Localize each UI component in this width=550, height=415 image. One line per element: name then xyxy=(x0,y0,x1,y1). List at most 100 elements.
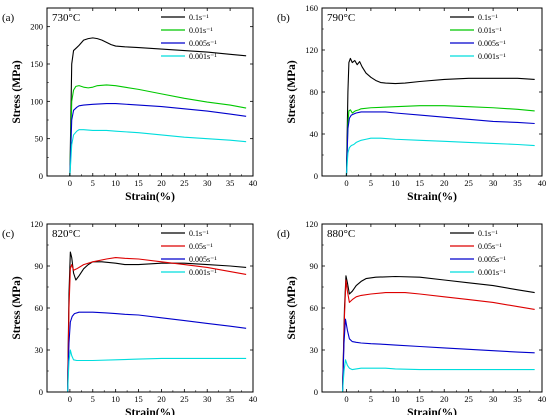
legend-label-3: 0.005s⁻¹ xyxy=(478,255,506,264)
x-tick-label: 5 xyxy=(369,178,373,188)
y-tick-label: 0 xyxy=(314,171,318,181)
x-tick-label: 30 xyxy=(489,394,498,404)
x-axis-title: Strain(%) xyxy=(125,407,175,415)
x-tick-label: 40 xyxy=(538,178,547,188)
panel-tag: (a) xyxy=(2,12,15,24)
x-tick-label: 0 xyxy=(68,394,72,404)
x-tick-label: 25 xyxy=(180,394,189,404)
x-tick-label: 10 xyxy=(111,394,120,404)
x-tick-label: 0 xyxy=(344,178,348,188)
x-axis-title: Strain(%) xyxy=(407,407,457,415)
x-axis-title: Strain(%) xyxy=(125,191,175,203)
legend-label-3: 0.005s⁻¹ xyxy=(478,39,506,48)
x-tick-label: 0 xyxy=(344,394,348,404)
x-tick-label: 35 xyxy=(513,178,522,188)
y-tick-label: 0 xyxy=(314,387,318,397)
x-tick-label: 35 xyxy=(226,178,235,188)
panel-title: 790°C xyxy=(327,12,355,24)
legend-label-4: 0.001s⁻¹ xyxy=(189,268,217,277)
y-tick-label: 30 xyxy=(35,345,44,355)
panel-title: 730°C xyxy=(52,12,80,24)
plot-frame xyxy=(321,7,543,177)
y-tick-label: 60 xyxy=(35,303,44,313)
series-line-4 xyxy=(69,129,247,176)
y-tick-label: 50 xyxy=(35,134,44,144)
y-tick-label: 120 xyxy=(305,45,318,55)
panel-tag: (d) xyxy=(277,228,290,240)
y-axis-title: Stress (MPa) xyxy=(286,60,298,124)
legend-label-4: 0.001s⁻¹ xyxy=(478,52,506,61)
y-tick-label: 30 xyxy=(310,345,319,355)
x-tick-label: 20 xyxy=(157,178,166,188)
legend-label-1: 0.1s⁻¹ xyxy=(189,13,209,22)
x-tick-label: 25 xyxy=(464,178,473,188)
plot-frame xyxy=(46,223,254,393)
legend-label-1: 0.1s⁻¹ xyxy=(189,229,209,238)
y-tick-label: 60 xyxy=(310,303,319,313)
y-tick-label: 90 xyxy=(35,261,44,271)
y-tick-label: 160 xyxy=(305,3,318,13)
x-tick-label: 10 xyxy=(391,394,400,404)
legend-label-4: 0.001s⁻¹ xyxy=(478,268,506,277)
x-tick-label: 5 xyxy=(369,394,373,404)
x-tick-label: 10 xyxy=(391,178,400,188)
legend-label-3: 0.005s⁻¹ xyxy=(189,39,217,48)
plot-frame xyxy=(321,223,543,393)
series-group xyxy=(341,275,535,392)
x-tick-label: 30 xyxy=(203,178,212,188)
series-line-1 xyxy=(341,275,535,392)
y-tick-label: 100 xyxy=(30,96,43,106)
series-line-2 xyxy=(69,84,247,176)
x-axis-title: Strain(%) xyxy=(407,191,457,203)
x-tick-label: 40 xyxy=(249,178,258,188)
y-tick-label: 40 xyxy=(310,129,319,139)
legend-label-1: 0.1s⁻¹ xyxy=(478,13,498,22)
legend-label-2: 0.05s⁻¹ xyxy=(478,242,502,251)
x-tick-label: 40 xyxy=(538,394,547,404)
x-tick-label: 20 xyxy=(440,178,449,188)
series-group xyxy=(67,251,247,392)
x-tick-label: 40 xyxy=(249,394,258,404)
panel-tag: (b) xyxy=(277,12,290,24)
x-tick-label: 5 xyxy=(91,178,95,188)
y-tick-label: 150 xyxy=(30,59,43,69)
series-line-4 xyxy=(67,349,247,392)
x-tick-label: 35 xyxy=(513,394,522,404)
series-line-4 xyxy=(345,137,535,176)
series-line-3 xyxy=(341,318,535,392)
x-tick-label: 25 xyxy=(464,394,473,404)
x-tick-label: 10 xyxy=(111,178,120,188)
x-tick-label: 30 xyxy=(203,394,212,404)
series-line-4 xyxy=(341,359,535,392)
y-tick-label: 120 xyxy=(305,219,318,229)
y-axis-title: Stress (MPa) xyxy=(11,60,23,124)
series-line-2 xyxy=(67,257,247,392)
series-line-1 xyxy=(67,251,247,392)
panel-title: 880°C xyxy=(327,228,355,240)
y-tick-label: 200 xyxy=(30,22,43,32)
x-tick-label: 15 xyxy=(134,394,143,404)
x-tick-label: 15 xyxy=(416,394,425,404)
x-tick-label: 15 xyxy=(134,178,143,188)
series-group xyxy=(69,37,247,176)
x-tick-label: 5 xyxy=(91,394,95,404)
panel-1: 0 5 10 15 20 25 30 35 40 0 50 100 150 200 Strain(%) Str… xyxy=(2,7,258,203)
legend-label-2: 0.01s⁻¹ xyxy=(478,26,502,35)
x-tick-label: 25 xyxy=(180,178,189,188)
series-line-3 xyxy=(67,311,247,392)
x-tick-label: 20 xyxy=(440,394,449,404)
x-tick-label: 15 xyxy=(416,178,425,188)
y-tick-label: 0 xyxy=(39,387,43,397)
y-axis-title: Stress (MPa) xyxy=(286,276,298,340)
panel-4: 0 5 10 15 20 25 30 35 40 0 30 60 90 120 Strain(%) Stres… xyxy=(277,219,546,415)
legend-label-4: 0.001s⁻¹ xyxy=(189,52,217,61)
series-group xyxy=(345,57,535,176)
series-line-2 xyxy=(345,105,535,176)
x-tick-label: 0 xyxy=(68,178,72,188)
panel-2: 0 5 10 15 20 25 30 35 40 0 40 80 120 160 Strain(%) Stre… xyxy=(277,3,546,203)
y-axis-title: Stress (MPa) xyxy=(11,276,23,340)
series-line-3 xyxy=(345,111,535,176)
y-tick-label: 0 xyxy=(39,171,43,181)
x-tick-label: 30 xyxy=(489,178,498,188)
y-tick-label: 80 xyxy=(310,87,319,97)
